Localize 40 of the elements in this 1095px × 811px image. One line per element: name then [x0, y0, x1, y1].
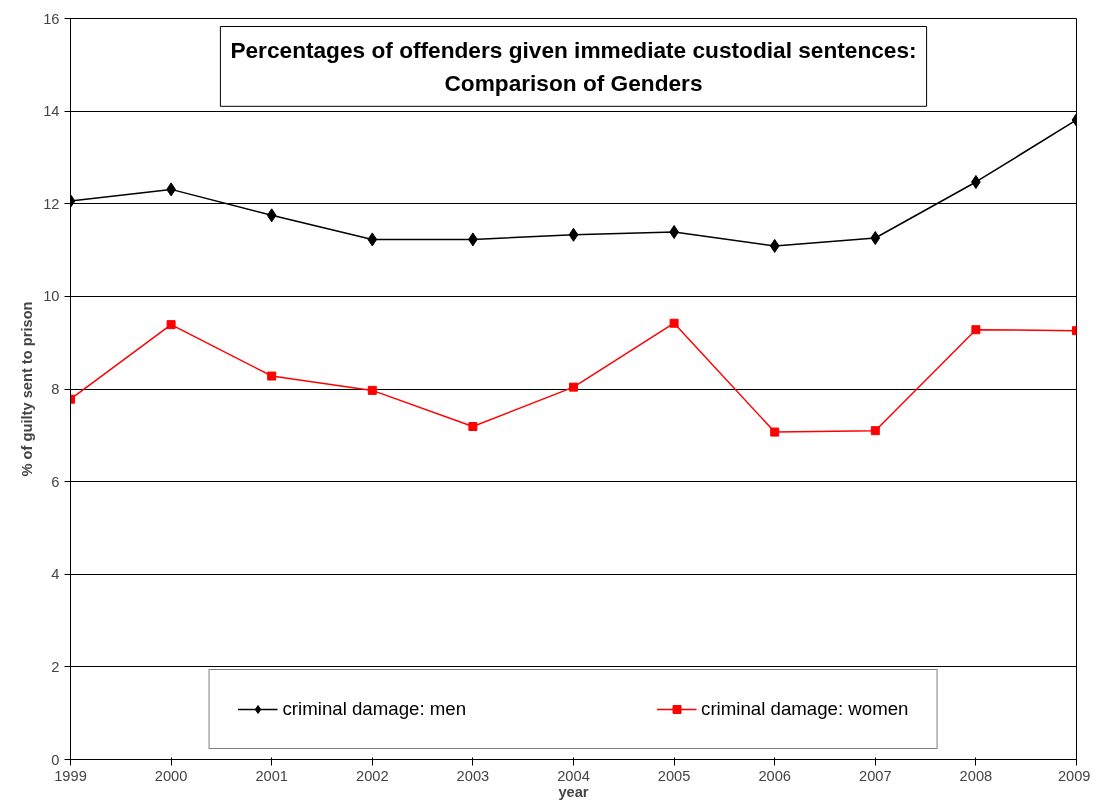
x-tick-label: 2002 — [356, 767, 389, 784]
point — [367, 385, 377, 395]
point — [468, 422, 478, 432]
point — [971, 325, 981, 335]
y-tick-label: 6 — [51, 473, 60, 490]
point — [769, 238, 780, 253]
x-tick-label: 2007 — [859, 767, 892, 784]
x-tick-label: 2000 — [154, 767, 188, 784]
point — [568, 227, 579, 242]
point — [166, 320, 176, 330]
x-tick-label: 2009 — [1057, 767, 1091, 784]
point — [669, 318, 679, 328]
x-tick-label: 2008 — [959, 767, 993, 784]
point — [569, 382, 578, 392]
legend-label: criminal damage: women — [701, 698, 909, 720]
y-tick-label: 2 — [51, 658, 60, 675]
x-tick-label: 2001 — [255, 767, 289, 784]
point — [266, 208, 277, 223]
y-tick-label: 8 — [51, 381, 60, 397]
point — [870, 426, 880, 436]
x-tick-label: 2004 — [557, 767, 590, 784]
text: Percentages of offenders given immediate custodial sentences: Comparison of Genders — [230, 36, 917, 97]
point — [669, 225, 679, 239]
y-tick-label: 12 — [43, 195, 60, 212]
y-tick-label: 16 — [43, 10, 60, 27]
point — [267, 371, 277, 381]
x-tick-label: 2005 — [657, 767, 691, 784]
legend-label: criminal damage: men — [282, 698, 467, 720]
x-tick-label: 2003 — [456, 767, 490, 784]
x-axis-title: year — [558, 783, 589, 800]
point — [870, 231, 881, 246]
y-tick-label: 10 — [43, 288, 60, 305]
x-tick-label: 2006 — [758, 767, 792, 784]
point — [367, 232, 378, 247]
point — [770, 427, 780, 437]
y-tick-label: 0 — [51, 751, 60, 768]
y-axis-title: % of guilty sent to prison — [19, 301, 36, 477]
y-tick-label: 14 — [43, 103, 60, 120]
y-tick-label: 4 — [51, 566, 60, 583]
x-tick-label: 1999 — [54, 767, 87, 784]
